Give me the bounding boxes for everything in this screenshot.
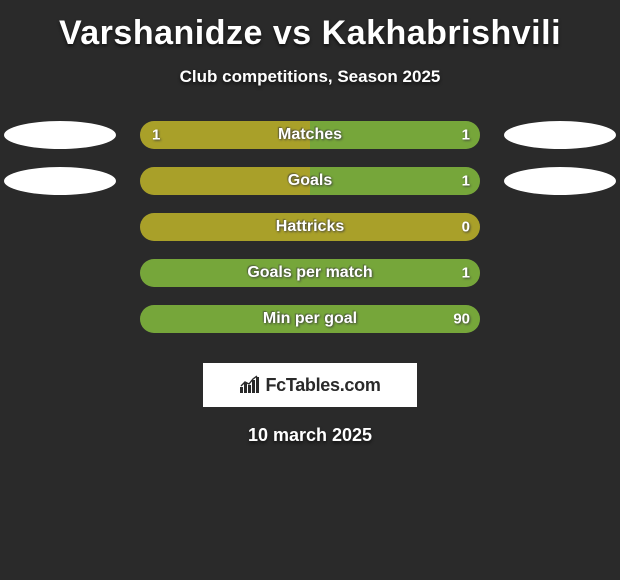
stat-bar: Goals 1 <box>140 167 480 195</box>
player-left-marker <box>4 167 116 195</box>
stat-bar: Matches 1 1 <box>140 121 480 149</box>
stat-row: Matches 1 1 <box>0 121 620 167</box>
stat-row: Hattricks 0 <box>0 213 620 259</box>
stat-row: Goals per match 1 <box>0 259 620 305</box>
stat-value-left: 1 <box>152 127 160 144</box>
stat-label: Matches <box>278 126 342 144</box>
page-title: Varshanidze vs Kakhabrishvili <box>0 0 620 53</box>
bar-chart-icon <box>239 375 261 395</box>
stat-label: Goals per match <box>247 264 372 282</box>
stat-value-right: 1 <box>462 127 470 144</box>
stat-bar-left <box>140 167 310 195</box>
stat-value-right: 1 <box>462 265 470 282</box>
stats-rows: Matches 1 1 Goals 1 Hattricks 0 Goals per match… <box>0 121 620 351</box>
player-right-marker <box>504 121 616 149</box>
stat-row: Min per goal 90 <box>0 305 620 351</box>
stat-value-right: 0 <box>462 219 470 236</box>
logo-text: FcTables.com <box>265 375 380 396</box>
stat-label: Hattricks <box>276 218 344 236</box>
logo-box: FcTables.com <box>203 363 417 407</box>
subtitle: Club competitions, Season 2025 <box>0 67 620 87</box>
stat-label: Min per goal <box>263 310 357 328</box>
stat-bar: Goals per match 1 <box>140 259 480 287</box>
player-left-marker <box>4 121 116 149</box>
stat-bar-right <box>310 167 480 195</box>
stat-label: Goals <box>288 172 332 190</box>
stat-value-right: 90 <box>453 311 470 328</box>
stat-row: Goals 1 <box>0 167 620 213</box>
stat-bar: Min per goal 90 <box>140 305 480 333</box>
date: 10 march 2025 <box>0 425 620 446</box>
stat-bar: Hattricks 0 <box>140 213 480 241</box>
player-right-marker <box>504 167 616 195</box>
stat-value-right: 1 <box>462 173 470 190</box>
